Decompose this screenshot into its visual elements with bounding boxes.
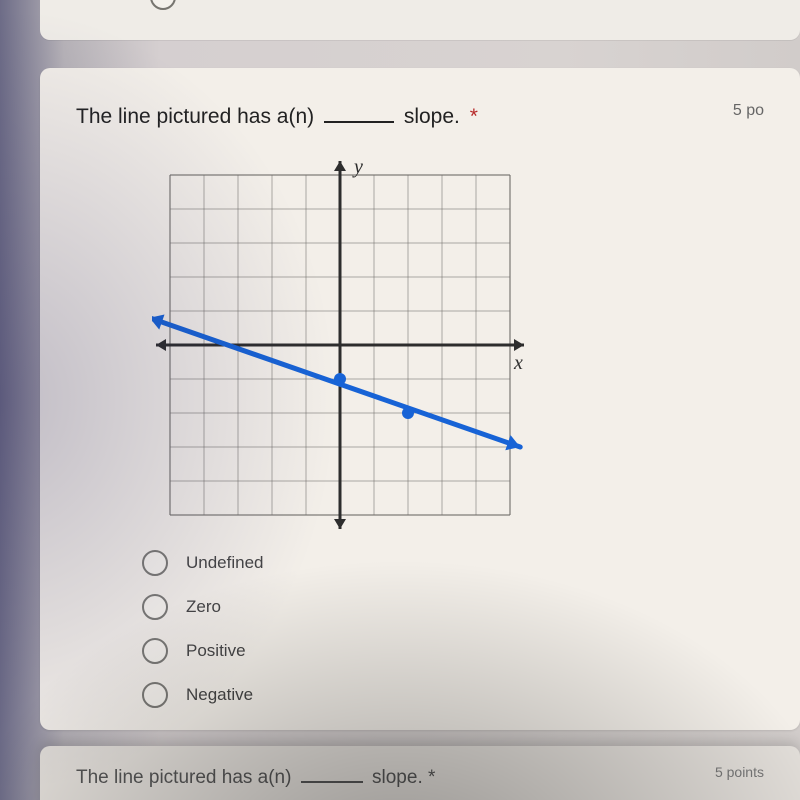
- next-text-before: The line pictured has a(n): [76, 767, 291, 788]
- question-header: The line pictured has a(n) slope. * 5 po: [76, 102, 764, 129]
- previous-question-card: [40, 0, 800, 40]
- graph-container: yx: [152, 157, 522, 527]
- option-positive[interactable]: Positive: [142, 629, 764, 673]
- option-label: Zero: [186, 597, 221, 617]
- radio-icon[interactable]: [142, 550, 168, 576]
- next-text-after: slope.: [372, 767, 423, 788]
- next-question-text: The line pictured has a(n) slope. *: [76, 764, 435, 789]
- option-negative[interactable]: Negative: [142, 673, 764, 717]
- svg-text:x: x: [513, 352, 523, 374]
- question-text: The line pictured has a(n) slope. *: [76, 102, 478, 129]
- next-question-card: The line pictured has a(n) slope. * 5 po…: [40, 746, 800, 800]
- option-label: Negative: [186, 685, 253, 705]
- required-asterisk: *: [470, 105, 478, 128]
- screen-frame: The line pictured has a(n) slope. * 5 po…: [0, 0, 800, 800]
- next-question-points: 5 points: [715, 764, 764, 780]
- question-text-after: slope.: [404, 105, 460, 128]
- question-blank: [324, 102, 394, 123]
- prev-option-radio[interactable]: [150, 0, 176, 10]
- next-required-asterisk: *: [428, 767, 435, 788]
- next-question-blank: [301, 764, 363, 783]
- answer-options: Undefined Zero Positive Negative: [142, 541, 764, 717]
- option-label: Undefined: [186, 553, 264, 573]
- option-undefined[interactable]: Undefined: [142, 541, 764, 585]
- question-card: The line pictured has a(n) slope. * 5 po…: [40, 68, 800, 730]
- option-label: Positive: [186, 641, 246, 661]
- question-text-before: The line pictured has a(n): [76, 105, 314, 128]
- option-zero[interactable]: Zero: [142, 585, 764, 629]
- radio-icon[interactable]: [142, 638, 168, 664]
- radio-icon[interactable]: [142, 594, 168, 620]
- radio-icon[interactable]: [142, 682, 168, 708]
- question-points: 5 po: [733, 102, 764, 120]
- slope-graph: yx: [152, 157, 528, 533]
- svg-text:y: y: [352, 157, 363, 178]
